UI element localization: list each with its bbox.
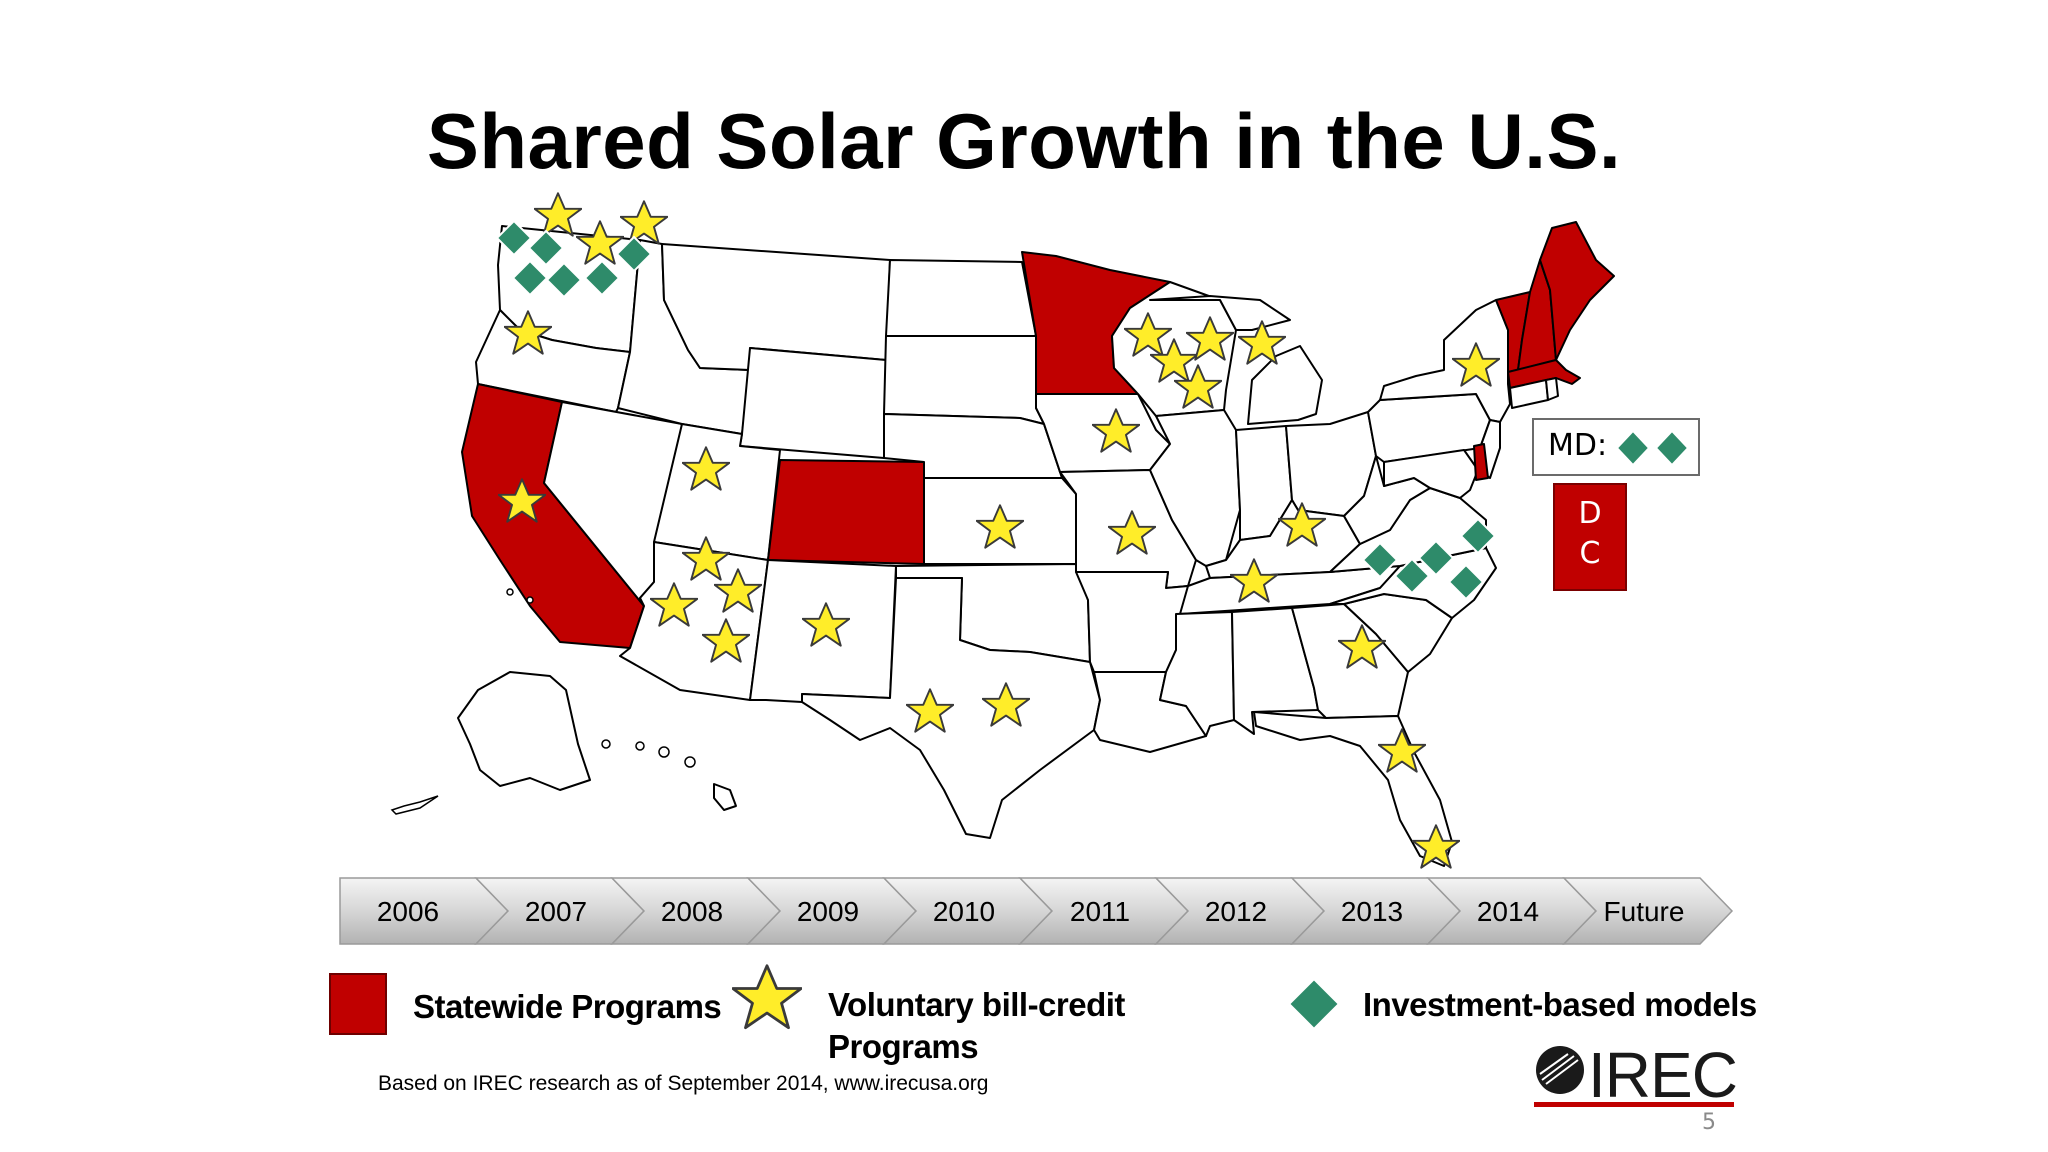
state-maine: [1539, 221, 1615, 361]
source-note: Based on IREC research as of September 2…: [378, 1072, 989, 1095]
state-south-dakota: [883, 335, 1045, 425]
dc-label-line2: C: [1579, 536, 1601, 571]
state-delaware: [1473, 443, 1489, 481]
timeline-label: 2009: [797, 896, 859, 927]
legend-voluntary-label-line1: Voluntary bill-credit: [828, 986, 1125, 1023]
dc-callout: D C: [1553, 483, 1627, 591]
map-outlines: [457, 221, 1615, 867]
irec-logo-icon: [1536, 1046, 1584, 1094]
timeline-label: 2008: [661, 896, 723, 927]
timeline-label: Future: [1604, 896, 1685, 927]
page-title: Shared Solar Growth in the U.S.: [426, 97, 1622, 185]
md-callout: MD:: [1532, 418, 1700, 476]
md-diamond-icon: [1615, 429, 1651, 467]
timeline: 2006 2007 2008 2009 2010 2011 2012 2013 2014 Futu…: [339, 877, 1734, 945]
state-pennsylvania: [1367, 393, 1491, 463]
legend-voluntary-icon: [732, 964, 802, 1030]
state-arkansas: [1075, 571, 1189, 673]
page-number: 5: [1702, 1110, 1716, 1135]
state-maryland: [1383, 449, 1479, 499]
timeline-label: 2011: [1070, 896, 1130, 927]
md-diamonds: [1615, 429, 1690, 467]
timeline-label: 2010: [933, 896, 995, 927]
legend-statewide-label: Statewide Programs: [413, 988, 722, 1025]
state-north-dakota: [885, 259, 1037, 337]
state-texas: [801, 577, 1101, 839]
legend-investment-label: Investment-based models: [1363, 986, 1757, 1023]
state-colorado: [767, 459, 925, 565]
timeline-label: 2013: [1341, 896, 1403, 927]
legend-investment-icon: [1287, 977, 1341, 1031]
star-icon: [620, 200, 668, 245]
md-label: MD:: [1548, 428, 1608, 463]
state-michigan: [1149, 295, 1323, 425]
md-diamond-icon: [1654, 429, 1690, 467]
state-wyoming: [739, 347, 887, 459]
timeline-label: 2012: [1205, 896, 1267, 927]
timeline-label: 2006: [377, 896, 439, 927]
state-hawaii: [713, 783, 737, 811]
irec-logo-bar: [1534, 1102, 1734, 1107]
state-alaska: [457, 671, 591, 791]
dc-label-line1: D: [1578, 496, 1602, 531]
state-rhode-island: [1545, 377, 1559, 401]
legend-voluntary-label-line2: Programs: [828, 1028, 979, 1065]
timeline-label: 2007: [525, 896, 587, 927]
timeline-arrow-future: [1562, 877, 1734, 945]
legend-statewide-icon: [329, 973, 387, 1035]
timeline-label: 2014: [1477, 896, 1539, 927]
irec-logo-text: IREC: [1588, 1039, 1738, 1111]
map-islands: [390, 588, 696, 815]
